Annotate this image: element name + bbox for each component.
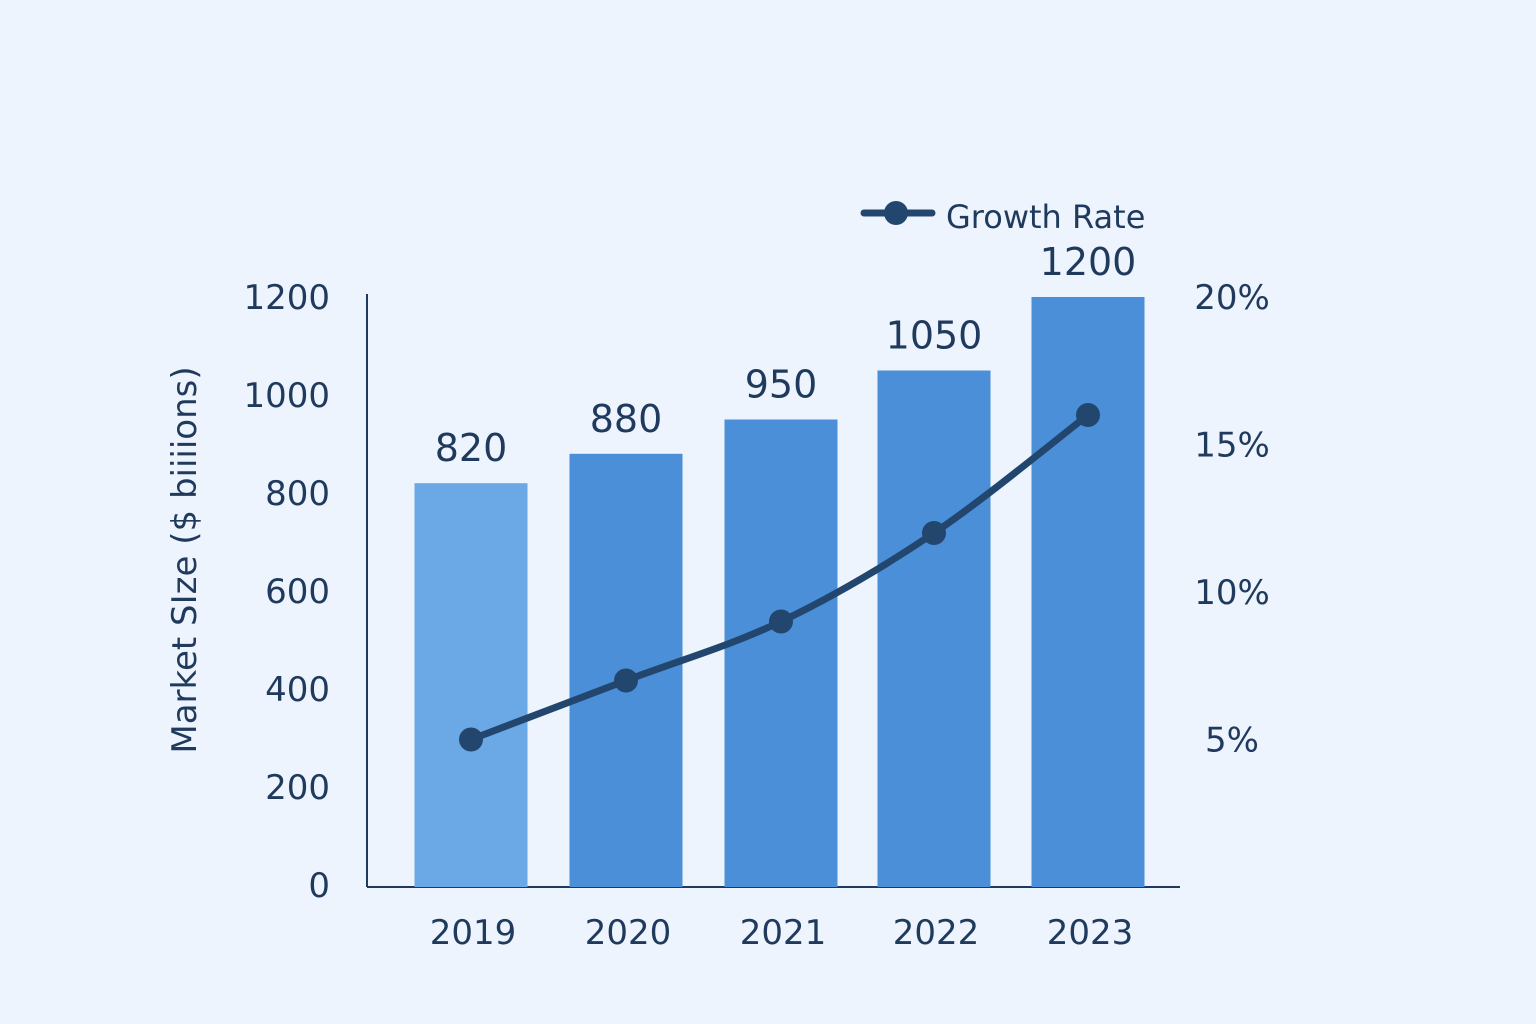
x-axis-tick-label: 2022 (893, 913, 980, 953)
bar-2021 (724, 419, 838, 887)
bar-2022 (877, 370, 991, 887)
bar-data-labels: 820 880 950 1050 1200 (435, 240, 1137, 470)
left-axis-tick-label: 600 (265, 572, 330, 612)
x-axis-tick-label: 2023 (1047, 913, 1134, 953)
left-axis-tick-label: 800 (265, 474, 330, 514)
left-axis-tick-label: 1000 (243, 376, 330, 416)
legend-entry-growth-rate: Growth Rate (946, 198, 1145, 236)
bar-2019 (414, 483, 528, 887)
legend-marker (884, 201, 908, 225)
growth-rate-point-2020 (614, 668, 638, 693)
right-axis-tick-label: 10% (1194, 573, 1270, 613)
left-axis-tick-label: 400 (265, 670, 330, 710)
left-axis-tick-label: 1200 (243, 278, 330, 318)
bar-data-label: 950 (745, 363, 818, 407)
legend: Growth Rate (860, 198, 1145, 236)
right-axis-tick-label: 20% (1194, 278, 1270, 318)
x-axis-tick-label: 2021 (740, 913, 827, 953)
left-axis-tick-label: 200 (265, 768, 330, 808)
x-axis-tick-label: 2020 (585, 913, 672, 953)
bar-data-label: 820 (435, 426, 508, 470)
bar-data-label: 1200 (1040, 240, 1137, 284)
bar-data-label: 1050 (886, 314, 983, 358)
growth-rate-point-2023 (1076, 403, 1100, 427)
left-axis-tick-label: 0 (308, 866, 330, 906)
y-axis-title: Market SIze ($ biiiions) (165, 366, 205, 753)
bar-data-label: 880 (590, 397, 663, 441)
growth-rate-point-2022 (922, 521, 946, 545)
x-axis-ticks: 2019 2020 2021 2022 2023 (430, 913, 1134, 953)
growth-rate-series (459, 403, 1100, 752)
bars (414, 297, 1145, 887)
right-axis-tick-label: 15% (1194, 426, 1270, 466)
x-axis-tick-label: 2019 (430, 913, 517, 953)
right-axis-tick-label: 5% (1205, 721, 1259, 761)
bar-2023 (1031, 297, 1145, 887)
left-axis-ticks: 0 200 400 600 800 1000 1200 (243, 278, 330, 906)
growth-rate-point-2019 (459, 727, 483, 752)
right-axis-ticks: 5% 10% 15% 20% (1194, 278, 1270, 761)
growth-rate-point-2021 (769, 609, 793, 634)
